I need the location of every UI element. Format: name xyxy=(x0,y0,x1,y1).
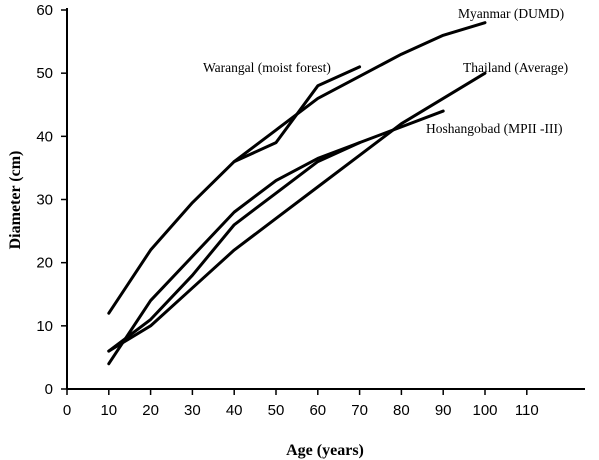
ticks: 0 10 20 30 40 50 60 70 80 90 100 110 0 10 20 30 40 50 60 xyxy=(36,2,538,419)
x-tick-label: 80 xyxy=(393,402,410,419)
series-line-thailand xyxy=(107,71,487,353)
y-tick-label: 30 xyxy=(36,192,53,209)
y-tick-label: 50 xyxy=(36,65,53,82)
x-tick-label: 10 xyxy=(100,402,117,419)
series-line-hoshangobad xyxy=(107,109,445,366)
x-tick-label: 20 xyxy=(142,402,159,419)
x-tick-label: 90 xyxy=(435,402,452,419)
series-label-thailand: Thailand (Average) xyxy=(463,60,568,75)
series-line-warangal-upper xyxy=(232,65,362,164)
x-tick-label: 60 xyxy=(309,402,326,419)
x-tick-label: 50 xyxy=(268,402,285,419)
y-tick-label: 60 xyxy=(36,2,53,19)
series-line-warangal xyxy=(107,141,362,353)
x-tick-label: 40 xyxy=(226,402,243,419)
x-tick-label: 110 xyxy=(515,402,539,419)
y-tick-label: 40 xyxy=(36,128,53,145)
y-tick-label: 10 xyxy=(36,318,53,335)
y-tick-label: 20 xyxy=(36,255,53,272)
series-label-myanmar: Myanmar (DUMD) xyxy=(458,6,564,21)
series-label-warangal: Warangal (moist forest) xyxy=(203,60,331,75)
x-axis-title: Age (years) xyxy=(286,442,364,459)
series-lines xyxy=(107,21,487,366)
y-axis-title: Diameter (cm) xyxy=(7,151,24,250)
y-tick-label: 0 xyxy=(45,381,53,398)
x-tick-label: 70 xyxy=(351,402,368,419)
x-tick-label: 0 xyxy=(63,402,71,419)
series-label-hoshangobad: Hoshangobad (MPII -III) xyxy=(426,121,562,136)
x-tick-label: 100 xyxy=(472,402,497,419)
x-tick-label: 30 xyxy=(184,402,201,419)
